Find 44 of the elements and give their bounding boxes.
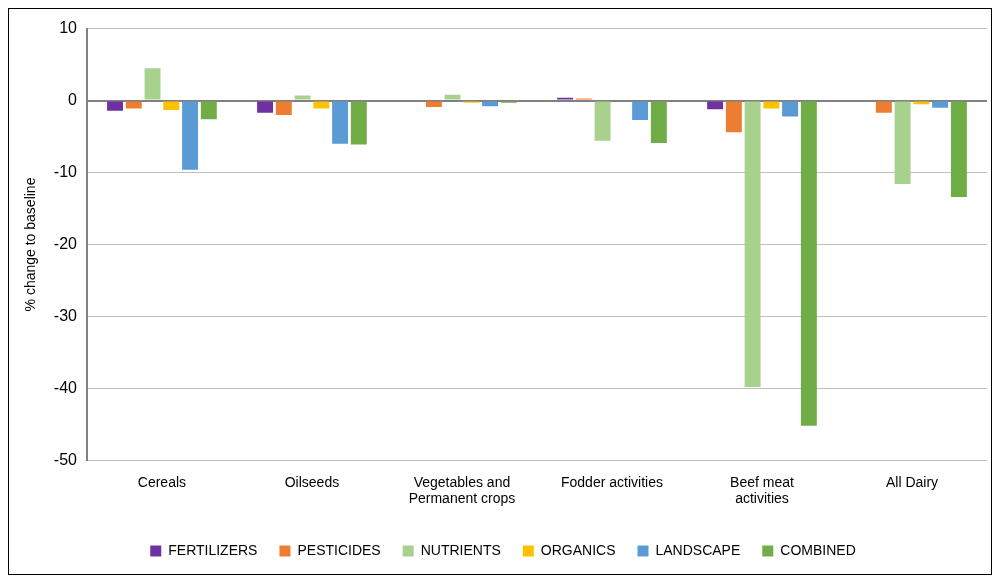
y-tick-label: 10 (59, 19, 78, 37)
bar (294, 95, 311, 100)
bar (332, 101, 349, 144)
bar (782, 101, 799, 117)
legend-label: FERTILIZERS (168, 541, 258, 558)
bar (182, 101, 199, 170)
x-tick-label: Beef meat activities (730, 473, 794, 507)
bar (594, 101, 611, 141)
bar (200, 101, 217, 120)
bar (350, 101, 367, 145)
bar (107, 101, 124, 111)
x-tick-label: Cereals (137, 473, 187, 490)
x-tick-label: Fodder activities (561, 473, 663, 490)
bar (275, 101, 292, 115)
bar (800, 101, 817, 426)
bar (144, 68, 161, 100)
bar (425, 101, 442, 108)
bar (163, 101, 180, 110)
y-tick-label: -20 (53, 234, 78, 252)
y-tick-label: -10 (53, 162, 78, 180)
bar (444, 94, 461, 100)
x-tick-label: All Dairy (885, 473, 939, 490)
bar (744, 101, 761, 387)
y-tick-label: -30 (53, 306, 78, 324)
legend-label: LANDSCAPE (655, 541, 741, 558)
bar (707, 101, 724, 110)
legend-label: COMBINED (780, 541, 856, 558)
y-tick-label: -50 (53, 450, 78, 468)
bar (894, 101, 911, 185)
bar (932, 101, 949, 108)
legend-label: NUTRIENTS (420, 541, 501, 558)
y-tick-label: -40 (53, 378, 78, 396)
legend-label: ORGANICS (540, 541, 616, 558)
bar (950, 101, 967, 197)
bar (650, 101, 667, 144)
y-axis-title: % change to baseline (22, 177, 39, 312)
bar (257, 101, 274, 113)
bar (632, 101, 649, 120)
x-tick-label: Vegetables and Permanent crops (408, 473, 516, 507)
y-tick-label: 0 (68, 90, 78, 108)
bar (725, 101, 742, 133)
legend-label: PESTICIDES (297, 541, 381, 558)
x-tick-label: Oilseeds (284, 473, 340, 490)
bar (875, 101, 892, 113)
